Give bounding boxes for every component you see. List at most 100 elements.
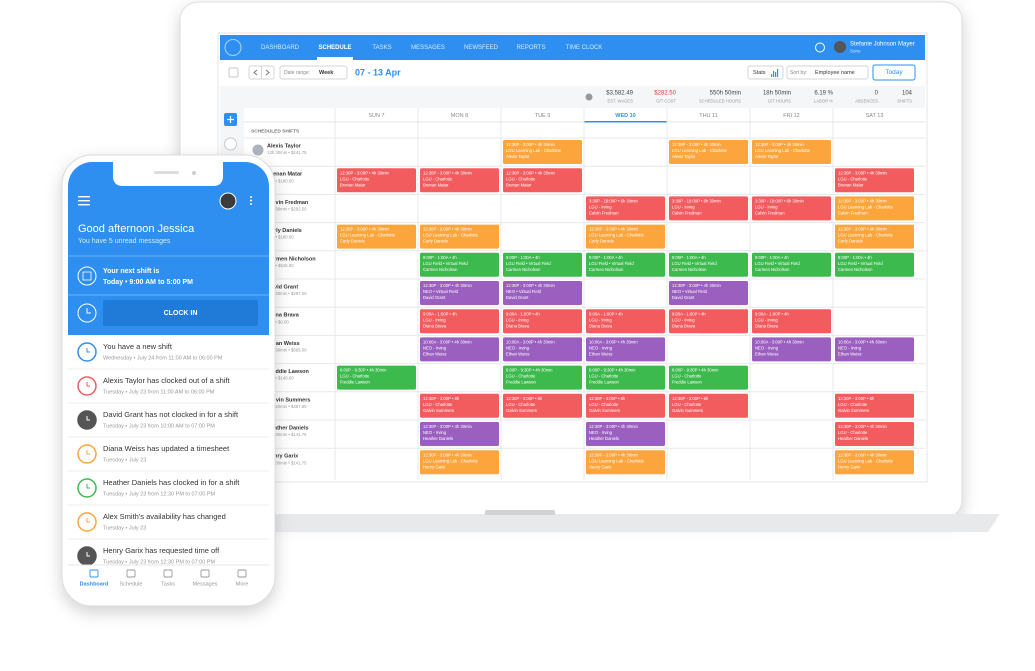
shift-card[interactable] bbox=[835, 422, 914, 446]
shift-card[interactable] bbox=[752, 252, 831, 277]
shift-card[interactable] bbox=[337, 168, 416, 193]
shift-card[interactable] bbox=[420, 168, 499, 193]
notification-title[interactable]: Henry Garix has requested time off bbox=[103, 546, 220, 555]
shift-time: 6:00P - 9:30P • 4h 30min bbox=[340, 368, 387, 373]
shift-card[interactable] bbox=[503, 168, 582, 193]
shift-card[interactable] bbox=[752, 196, 831, 221]
notification-title[interactable]: You have a new shift bbox=[103, 342, 173, 351]
shift-card[interactable] bbox=[669, 252, 748, 277]
nav-item[interactable]: TIME CLOCK bbox=[566, 45, 603, 51]
employee-sub: 13h 30min • $297.00 bbox=[267, 291, 307, 296]
shift-card[interactable] bbox=[586, 309, 665, 334]
shift-place: LGU - Irving bbox=[755, 205, 778, 210]
shift-card[interactable] bbox=[752, 309, 831, 334]
shift-card[interactable] bbox=[835, 252, 914, 277]
shift-employee: Brenan Matar bbox=[340, 182, 366, 187]
nav-item[interactable]: MESSAGES bbox=[411, 45, 445, 51]
shift-card[interactable] bbox=[420, 252, 499, 277]
notification-title[interactable]: David Grant has not clocked in for a shi… bbox=[103, 410, 239, 419]
clock-in-button[interactable] bbox=[103, 300, 258, 326]
tab-icon bbox=[163, 569, 173, 578]
stats-button[interactable] bbox=[747, 65, 784, 80]
shift-card[interactable] bbox=[503, 309, 582, 334]
shift-card[interactable] bbox=[586, 337, 665, 362]
shift-place: LGU Field • Virtual Field bbox=[589, 261, 634, 266]
shift-card[interactable] bbox=[420, 224, 499, 249]
shift-card[interactable] bbox=[669, 140, 748, 164]
tab-label[interactable]: More bbox=[236, 581, 249, 587]
employee-sub: 13h 30min • $141.75 bbox=[267, 150, 307, 155]
shift-card[interactable] bbox=[835, 450, 914, 475]
select-all-checkbox[interactable] bbox=[228, 67, 239, 78]
shift-card[interactable] bbox=[586, 450, 665, 475]
date-label: 07 - 13 Apr bbox=[355, 67, 401, 77]
date-range-box[interactable] bbox=[279, 65, 348, 80]
shift-card[interactable] bbox=[835, 393, 914, 418]
shift-card[interactable] bbox=[586, 196, 665, 221]
shift-card[interactable] bbox=[669, 393, 748, 418]
notification-title[interactable]: Diana Weiss has updated a timesheet bbox=[103, 444, 230, 453]
shift-card[interactable] bbox=[835, 224, 914, 249]
sort-box[interactable] bbox=[786, 65, 869, 80]
shift-card[interactable] bbox=[669, 281, 748, 305]
shift-time: 12:30P - 3:00P • 4h 30min bbox=[589, 227, 638, 232]
shift-employee: Carmen Nicholson bbox=[755, 267, 790, 272]
nav-item[interactable]: DASHBOARD bbox=[261, 45, 300, 51]
shift-card[interactable] bbox=[337, 365, 416, 390]
shift-card[interactable] bbox=[420, 309, 499, 334]
shift-card[interactable] bbox=[586, 365, 665, 390]
shift-card[interactable] bbox=[669, 196, 748, 221]
shift-card[interactable] bbox=[669, 365, 748, 390]
shift-card[interactable] bbox=[835, 337, 914, 362]
shift-card[interactable] bbox=[586, 224, 665, 249]
tab-label[interactable]: Dashboard bbox=[80, 581, 109, 587]
today-label[interactable]: Today bbox=[885, 69, 903, 76]
user-sub: Sonu bbox=[850, 49, 861, 54]
notification-icon bbox=[77, 342, 97, 362]
today-button[interactable] bbox=[872, 64, 916, 81]
shift-card[interactable] bbox=[669, 309, 748, 334]
employee-name: Diana Brava bbox=[267, 313, 300, 319]
shift-card[interactable] bbox=[420, 281, 499, 305]
shift-time: 12:30P - 3:00P • 4h 30min bbox=[838, 199, 887, 204]
shift-card[interactable] bbox=[503, 281, 582, 305]
day-header: THU 11 bbox=[699, 113, 718, 119]
employee-name: Freddie Lawson bbox=[267, 369, 310, 375]
shift-card[interactable] bbox=[420, 337, 499, 362]
shift-card[interactable] bbox=[420, 393, 499, 418]
greeting: Good afternoon Jessica bbox=[78, 223, 195, 235]
shift-card[interactable] bbox=[586, 393, 665, 418]
shift-card[interactable] bbox=[586, 252, 665, 277]
notification-title[interactable]: Alex Smith's availability has changed bbox=[103, 512, 226, 521]
shift-card[interactable] bbox=[503, 365, 582, 390]
notification-title[interactable]: Heather Daniels has clocked in for a shi… bbox=[103, 478, 240, 487]
shift-card[interactable] bbox=[337, 224, 416, 249]
nav-item[interactable]: NEWSFEED bbox=[464, 45, 499, 51]
tab-label[interactable]: Tasks bbox=[161, 581, 175, 587]
shift-card[interactable] bbox=[503, 393, 582, 418]
shift-card[interactable] bbox=[835, 168, 914, 193]
shift-card[interactable] bbox=[752, 337, 831, 362]
shift-time: 12:30P - 3:00P • 4h 30min bbox=[423, 424, 472, 429]
shift-time: 12:30P - 3:00P • 4h 30min bbox=[423, 452, 472, 457]
shift-card[interactable] bbox=[420, 422, 499, 446]
tab-label[interactable]: Schedule bbox=[120, 581, 143, 587]
nav-item[interactable]: TASKS bbox=[372, 45, 391, 51]
shift-card[interactable] bbox=[586, 422, 665, 446]
shift-card[interactable] bbox=[752, 140, 831, 164]
user-name[interactable]: Stefanie Johnson Mayer bbox=[850, 42, 915, 48]
shift-card[interactable] bbox=[503, 252, 582, 277]
shift-card[interactable] bbox=[420, 450, 499, 475]
clock-in-label[interactable]: CLOCK IN bbox=[164, 310, 198, 317]
shift-time: 12:30P - 3:00P • 4h 30min bbox=[838, 227, 887, 232]
shift-employee: Alexis Taylor bbox=[506, 154, 530, 159]
notification-title[interactable]: Alexis Taylor has clocked out of a shift bbox=[103, 376, 231, 385]
tab-label[interactable]: Messages bbox=[192, 581, 217, 587]
shift-card[interactable] bbox=[835, 196, 914, 221]
shift-card[interactable] bbox=[503, 337, 582, 362]
shift-place: LGU - Charlotte bbox=[506, 374, 536, 379]
nav-item[interactable]: REPORTS bbox=[517, 45, 546, 51]
nav-item[interactable]: SCHEDULE bbox=[318, 45, 351, 51]
shift-card[interactable] bbox=[503, 140, 582, 164]
